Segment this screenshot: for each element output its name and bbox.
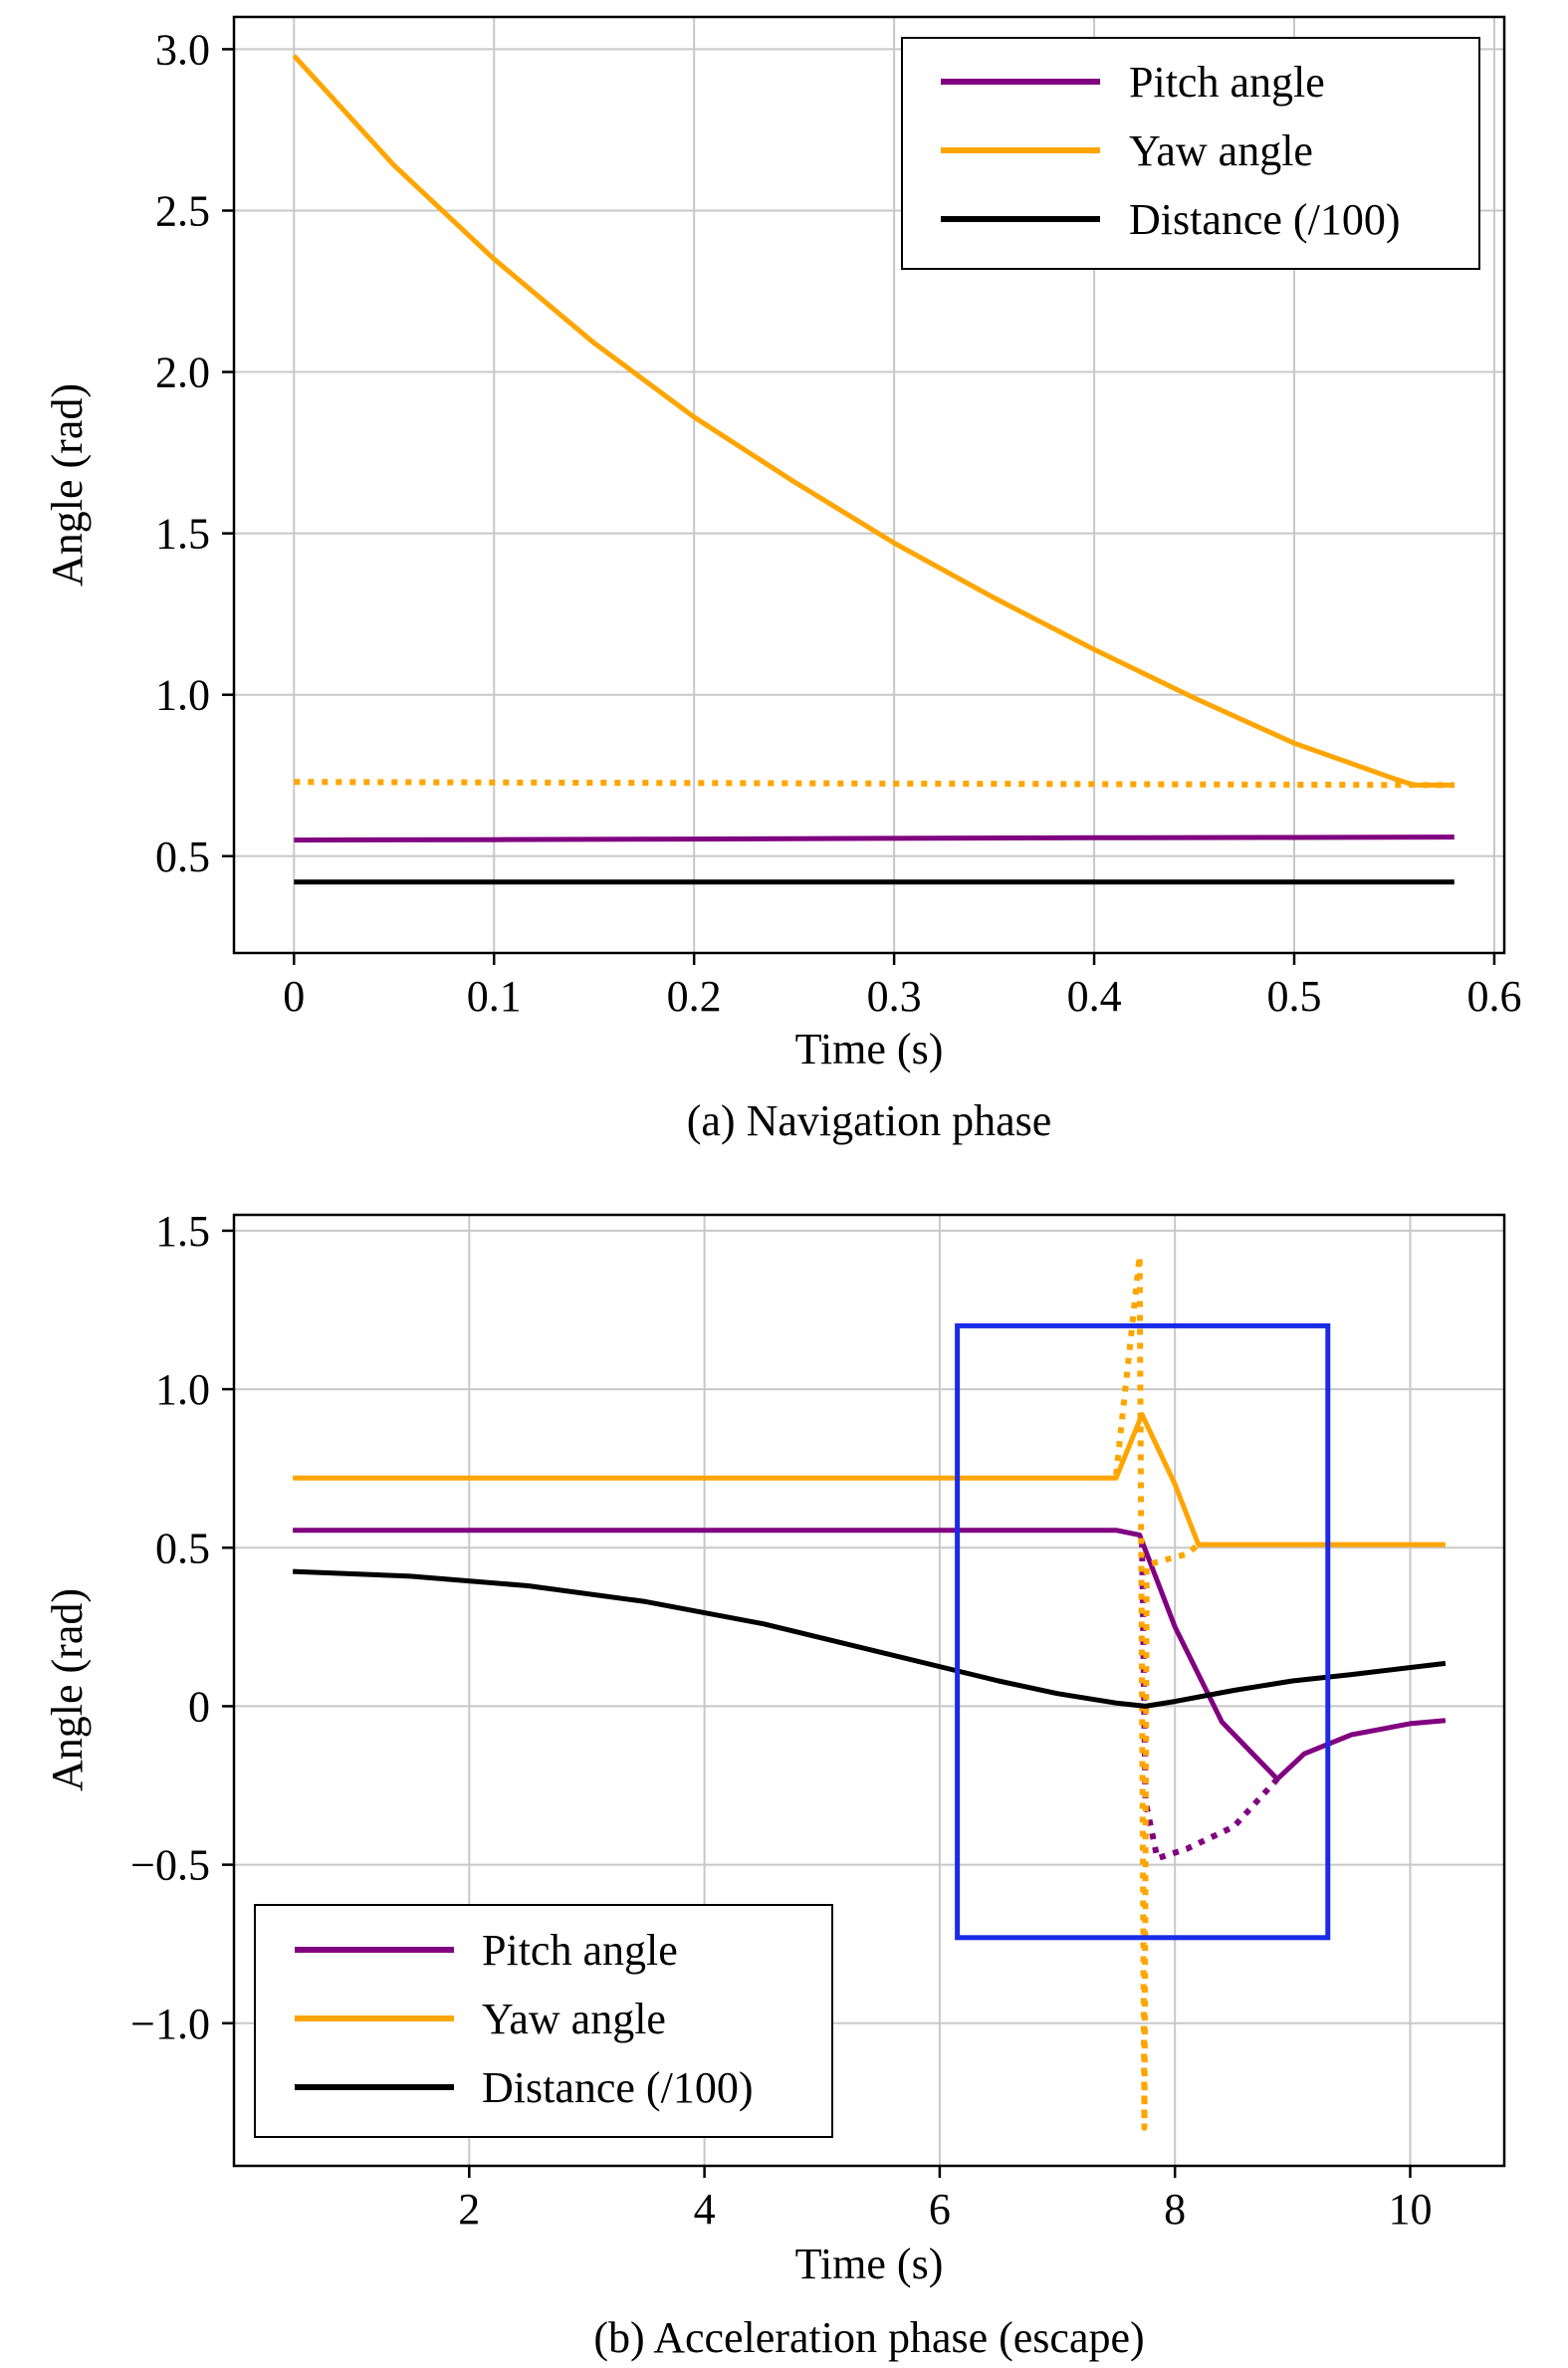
- chart-b-legend-label-yaw: Yaw angle: [482, 1995, 666, 2043]
- chart-a-plot-frame: [232, 15, 1506, 955]
- chart-b-ticks: 2 4 6 8 10 −1.0 −0.5 0 0.5 1.0 1.5: [130, 1207, 1432, 2234]
- chart-b-xtick-label: 6: [929, 2185, 951, 2234]
- chart-a-legend-label-distance: Distance (/100): [1129, 195, 1400, 244]
- chart-a-caption: (a) Navigation phase: [687, 1096, 1052, 1145]
- chart-a-ytick-label: 2.0: [155, 349, 210, 397]
- chart-b-xlabel: Time (s): [795, 2240, 944, 2288]
- chart-b-xtick-label: 2: [458, 2185, 480, 2234]
- chart-b-xtick-label: 8: [1164, 2185, 1186, 2234]
- chart-a-legend: Pitch angle Yaw angle Distance (/100): [901, 37, 1480, 270]
- chart-b: 2 4 6 8 10 −1.0 −0.5 0 0.5 1.0 1.5 Time (s) Angle …: [43, 1207, 1506, 2362]
- chart-a-xtick-label: 0.5: [1267, 972, 1322, 1021]
- chart-b-ytick-label: 1.0: [155, 1365, 210, 1414]
- chart-b-xtick-label: 10: [1388, 2185, 1432, 2234]
- chart-a-ytick-label: 0.5: [155, 832, 210, 881]
- chart-b-ytick-label: −0.5: [130, 1841, 210, 1890]
- chart-a-series: [292, 54, 1455, 885]
- chart-b-series-yaw-dotted-line: [1113, 1253, 1201, 2131]
- chart-a-xtick-label: 0.1: [467, 972, 522, 1021]
- chart-b-series-yaw-line: [293, 1412, 1446, 1547]
- chart-a-ytick-label: 1.0: [155, 671, 210, 720]
- chart-b-legend-label-pitch: Pitch angle: [482, 1926, 678, 1975]
- chart-a-ylabel: Angle (rad): [43, 383, 92, 587]
- chart-a-xtick-label: 0.6: [1466, 972, 1521, 1021]
- chart-b-highlight-box: [955, 1322, 1331, 1941]
- chart-b-ytick-label: 0: [188, 1682, 210, 1731]
- chart-a-series-yaw-line: [292, 54, 1455, 788]
- chart-a-xlabel: Time (s): [795, 1025, 944, 1073]
- chart-b-ytick-label: 1.5: [155, 1207, 210, 1256]
- chart-b-grid: [234, 1215, 1504, 2166]
- chart-a-ytick-label: 3.0: [155, 25, 210, 74]
- chart-a-xtick-label: 0.4: [1067, 972, 1122, 1021]
- chart-a-series-pitch-line: [294, 834, 1455, 843]
- chart-a-legend-label-pitch: Pitch angle: [1129, 58, 1325, 107]
- chart-b-ytick-label: 0.5: [155, 1524, 210, 1572]
- chart-a: 0 0.1 0.2 0.3 0.4 0.5 0.6 0.5 1.0 1.5 2.0 2.5 3.0 Ti…: [43, 15, 1521, 1145]
- chart-b-legend-label-distance: Distance (/100): [482, 2063, 753, 2112]
- chart-b-legend: Pitch angle Yaw angle Distance (/100): [254, 1904, 833, 2138]
- chart-b-ytick-label: −1.0: [130, 2000, 210, 2048]
- chart-b-series-distance-line: [292, 1568, 1447, 1709]
- chart-a-xtick-label: 0: [283, 972, 305, 1021]
- chart-b-ylabel: Angle (rad): [43, 1588, 92, 1791]
- chart-a-ytick-label: 2.5: [155, 186, 210, 235]
- chart-a-legend-label-yaw: Yaw angle: [1129, 126, 1313, 175]
- chart-a-series-yaw-dotted-line: [294, 779, 1455, 789]
- chart-b-series-pitch-line: [293, 1528, 1447, 1782]
- chart-a-xtick-label: 0.3: [867, 972, 922, 1021]
- chart-a-xtick-label: 0.2: [667, 972, 722, 1021]
- chart-b-xtick-label: 4: [694, 2185, 716, 2234]
- chart-a-ticks: 0 0.1 0.2 0.3 0.4 0.5 0.6 0.5 1.0 1.5 2.0 2.5 3.0: [155, 25, 1521, 1021]
- chart-b-plot-frame: [232, 1213, 1506, 2168]
- chart-b-series: [292, 1253, 1447, 2131]
- chart-b-caption: (b) Acceleration phase (escape): [593, 2313, 1144, 2362]
- chart-a-ytick-label: 1.5: [155, 510, 210, 559]
